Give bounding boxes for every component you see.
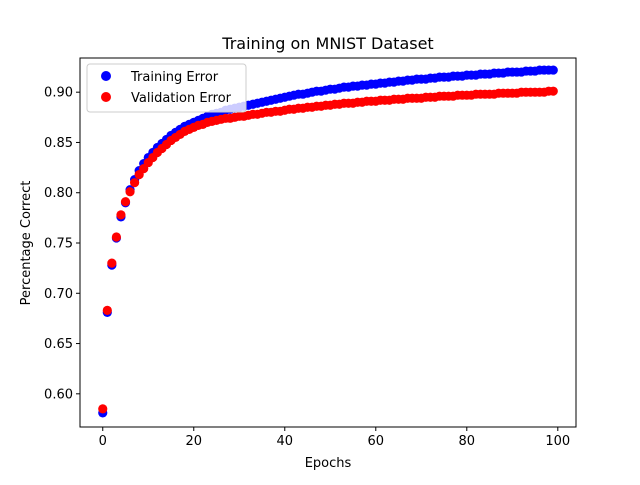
legend-marker-training-error [101, 71, 111, 81]
y-tick-label: 0.65 [44, 337, 73, 352]
data-point [548, 65, 558, 75]
y-axis-ticks: 0.60 0.65 0.70 0.75 0.80 0.85 0.90 [44, 86, 80, 402]
series-points [98, 65, 558, 418]
data-point [102, 305, 112, 315]
legend-marker-validation-error [101, 92, 111, 102]
x-axis-ticks: 0 20 40 60 80 100 [99, 427, 570, 449]
y-tick-label: 0.85 [44, 136, 73, 151]
legend-box [86, 63, 247, 113]
y-tick-label: 0.75 [44, 237, 73, 252]
data-point [548, 86, 558, 96]
chart-title: Training on MNIST Dataset [221, 34, 433, 53]
series-validation-error [98, 86, 558, 414]
data-point [116, 210, 126, 220]
plot-frame [79, 57, 577, 428]
y-tick-label: 0.80 [44, 186, 73, 201]
x-tick-label: 20 [185, 434, 202, 449]
legend: Training Error Validation Error [86, 63, 247, 113]
legend-label-validation-error: Validation Error [131, 91, 232, 106]
y-tick-label: 0.60 [44, 387, 73, 402]
data-point [98, 404, 108, 414]
y-tick-label: 0.70 [44, 287, 73, 302]
y-axis-label: Percentage Correct [19, 181, 34, 306]
x-tick-label: 0 [99, 434, 107, 449]
data-point [125, 187, 135, 197]
data-point [111, 232, 122, 242]
x-tick-label: 80 [459, 434, 476, 449]
y-tick-label: 0.90 [44, 86, 73, 101]
x-tick-label: 100 [545, 434, 570, 449]
data-point [107, 258, 117, 268]
x-tick-label: 60 [368, 434, 385, 449]
x-axis-label: Epochs [305, 456, 352, 471]
data-point [130, 178, 140, 188]
data-point [120, 197, 131, 207]
legend-label-training-error: Training Error [130, 70, 219, 85]
x-tick-label: 40 [276, 434, 293, 449]
